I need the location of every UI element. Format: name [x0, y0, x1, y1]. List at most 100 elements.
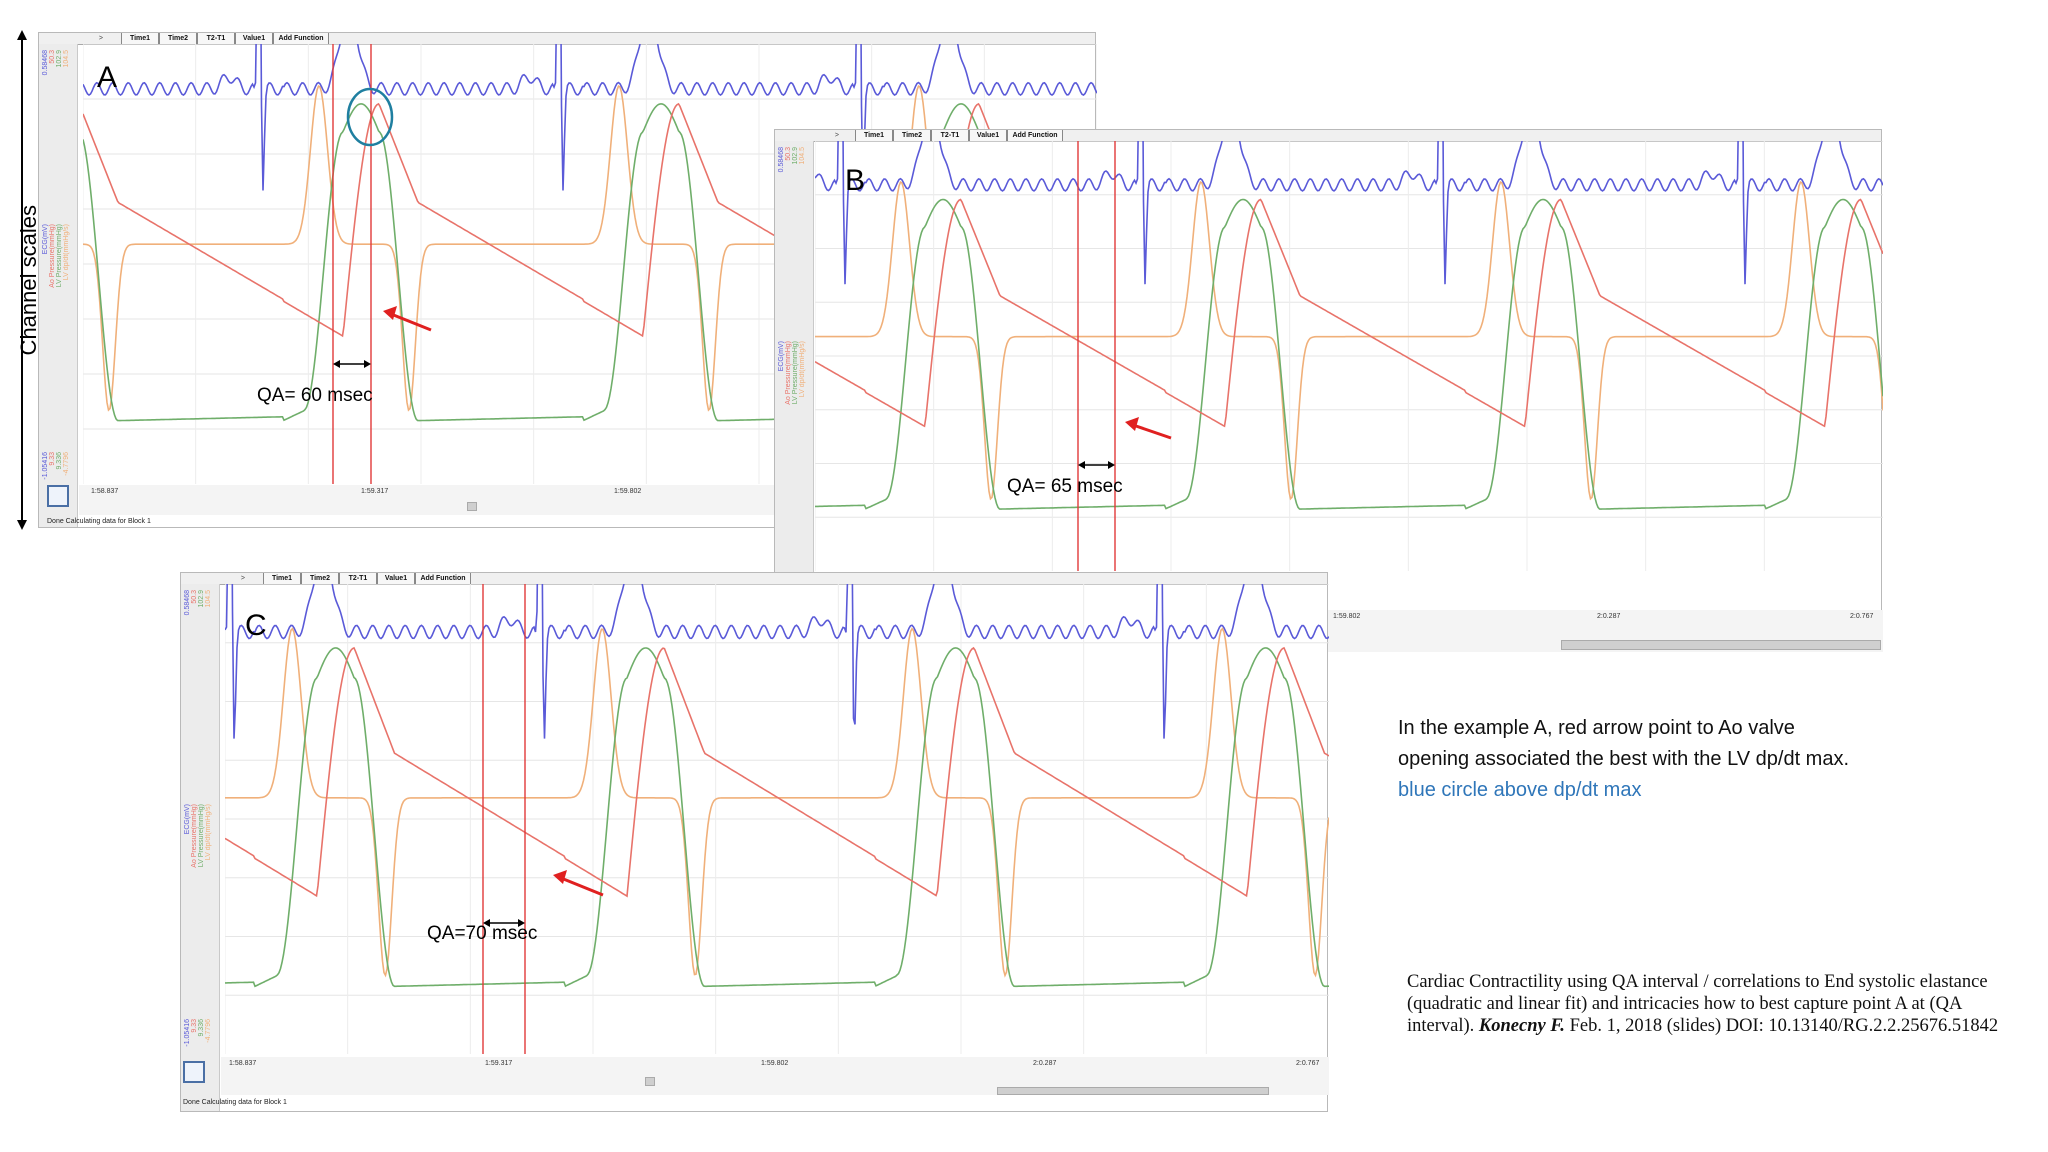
horizontal-scrollbar-track-thumb[interactable] — [997, 1087, 1269, 1095]
scale-bottom-ecg: -1.05416 — [184, 1019, 191, 1047]
panel-b-plot[interactable] — [815, 141, 1883, 571]
status-text: Done Calculating data for Block 1 — [47, 518, 151, 525]
t2-t1-button[interactable]: T2-T1 — [197, 33, 235, 44]
caption-line-2: opening associated the best with the LV … — [1398, 748, 1850, 770]
toolbar-arrow[interactable]: > — [834, 132, 839, 139]
channel-name-dpdt: LV dp/dt(mmHg/s) — [205, 804, 212, 861]
time2-button[interactable]: Time2 — [301, 573, 339, 584]
qa-arrow-head-left — [483, 919, 490, 927]
t2-t1-button[interactable]: T2-T1 — [931, 130, 969, 141]
scale-top-dpdt: 104.5 — [205, 590, 212, 608]
panel-c-letter: C — [245, 609, 267, 642]
panel-b-qa-label: QA= 65 msec — [1007, 476, 1123, 497]
value1-button[interactable]: Value1 — [969, 130, 1007, 141]
horizontal-scrollbar-thumb[interactable] — [1561, 640, 1881, 650]
panel-c-window: > Time1 Time2 T2-T1 Value1 Add Function … — [180, 572, 1329, 1112]
scale-bottom-ecg: -1.05416 — [42, 452, 49, 480]
time2-button[interactable]: Time2 — [893, 130, 931, 141]
time-tick: 2:0.287 — [1597, 613, 1621, 620]
scale-top-dpdt: 104.5 — [63, 50, 70, 68]
scale-bottom-dpdt: -4.7796 — [63, 452, 70, 476]
zoom-icon[interactable] — [183, 1061, 205, 1083]
channel-name-dpdt: LV dp/dt(mmHg/s) — [799, 341, 806, 398]
add-function-button[interactable]: Add Function — [273, 33, 329, 44]
panel-a-qa-label: QA= 60 msec — [257, 385, 373, 406]
lv-pressure-trace — [225, 647, 1329, 988]
scale-top-ao: 50.3 — [49, 50, 56, 64]
channel-scale-strip: 0.58468 50.3 102.9 104.5 ECG(mV) Ao Pres… — [181, 584, 220, 1111]
scale-top-ecg: 0.58468 — [184, 590, 191, 616]
grid — [815, 141, 1883, 571]
add-function-button[interactable]: Add Function — [415, 573, 471, 584]
time-tick: 2:0.767 — [1296, 1060, 1320, 1067]
ao-valve-opening-arrow-head — [553, 870, 567, 884]
panel-b-letter: B — [845, 164, 866, 197]
caption-line-1: In the example A, red arrow point to Ao … — [1398, 717, 1795, 739]
scale-bottom-lv: 9.336 — [56, 452, 63, 470]
time-tick: 1:58.837 — [91, 488, 119, 495]
ao-valve-opening-arrow — [560, 876, 604, 897]
citation-text: Cardiac Contractility using QA interval … — [1407, 972, 1988, 1036]
time-tick: 1:59.802 — [761, 1060, 789, 1067]
channel-name-ecg: ECG(mV) — [184, 804, 191, 835]
qa-arrow-head-right — [518, 919, 525, 927]
horizontal-scrollbar-thumb[interactable] — [645, 1077, 655, 1086]
waveform-svg — [225, 584, 1329, 1054]
t2-t1-button[interactable]: T2-T1 — [339, 573, 377, 584]
channel-name-lv: LV Pressure(mmHg) — [198, 804, 205, 868]
channel-scale-strip: 0.58468 50.3 102.9 104.5 ECG(mV) Ao Pres… — [39, 44, 78, 527]
ecg-trace — [815, 141, 1883, 285]
zoom-icon[interactable] — [47, 485, 69, 507]
citation: Cardiac Contractility using QA interval … — [1407, 971, 2027, 1037]
scale-bottom-dpdt: -4.7796 — [205, 1019, 212, 1043]
caption: In the example A, red arrow point to Ao … — [1398, 713, 1958, 806]
channel-scale-strip: 0.58468 50.3 102.9 104.5 ECG(mV) Ao Pres… — [775, 141, 814, 650]
waveform-svg — [815, 141, 1883, 571]
value1-button[interactable]: Value1 — [377, 573, 415, 584]
channel-name-ao: Ao Pressure(mmHg) — [785, 341, 792, 405]
citation-author: Konecny F. — [1478, 1016, 1565, 1036]
time-tick: 2:0.767 — [1850, 613, 1874, 620]
qa-arrow-head-left — [333, 360, 340, 368]
time1-button[interactable]: Time1 — [855, 130, 893, 141]
ecg-trace — [83, 44, 1097, 191]
qa-arrow-head-right — [1108, 461, 1115, 469]
time1-button[interactable]: Time1 — [121, 33, 159, 44]
qa-arrow-head-left — [1078, 461, 1085, 469]
qa-arrow-head-right — [364, 360, 371, 368]
panel-c-qa-label: QA=70 msec — [427, 923, 538, 944]
status-text: Done Calculating data for Block 1 — [183, 1099, 287, 1106]
panel-a-toolbar: > Time1 Time2 T2-T1 Value1 Add Function — [39, 33, 1095, 45]
toolbar-arrow[interactable]: > — [240, 575, 245, 582]
lv-dpdt-trace — [815, 180, 1883, 501]
panel-c-plot[interactable] — [225, 584, 1329, 1054]
channel-name-ao: Ao Pressure(mmHg) — [49, 224, 56, 288]
scale-bottom-ao: 9.33 — [49, 452, 56, 466]
grid — [225, 584, 1329, 1054]
scale-bottom-ao: 9.33 — [191, 1019, 198, 1033]
ao-pressure-trace — [815, 198, 1883, 428]
time1-button[interactable]: Time1 — [263, 573, 301, 584]
value1-button[interactable]: Value1 — [235, 33, 273, 44]
time-tick: 1:59.317 — [361, 488, 389, 495]
horizontal-scrollbar-thumb[interactable] — [467, 502, 477, 511]
toolbar-arrow[interactable]: > — [98, 35, 103, 42]
time-tick: 1:59.802 — [1333, 613, 1361, 620]
time-tick: 1:58.837 — [229, 1060, 257, 1067]
time-tick: 2:0.287 — [1033, 1060, 1057, 1067]
ao-valve-opening-arrow-head — [1125, 417, 1139, 431]
ao-valve-opening-arrow — [1132, 423, 1172, 440]
scale-top-ecg: 0.58468 — [778, 147, 785, 173]
time-tick: 1:59.802 — [614, 488, 642, 495]
ao-valve-opening-arrow-head — [383, 306, 397, 320]
channel-name-lv: LV Pressure(mmHg) — [792, 341, 799, 405]
panel-c-time-axis: 1:58.837 1:59.317 1:59.802 2:0.287 2:0.7… — [221, 1057, 1329, 1095]
channel-name-lv: LV Pressure(mmHg) — [56, 224, 63, 288]
panel-b-window: > Time1 Time2 T2-T1 Value1 Add Function … — [774, 129, 1883, 652]
ao-pressure-trace — [225, 646, 1329, 898]
scale-top-ao: 50.3 — [191, 590, 198, 604]
dpdt-max-highlight-circle — [346, 87, 394, 147]
lv-pressure-trace — [815, 198, 1883, 510]
time2-button[interactable]: Time2 — [159, 33, 197, 44]
add-function-button[interactable]: Add Function — [1007, 130, 1063, 141]
